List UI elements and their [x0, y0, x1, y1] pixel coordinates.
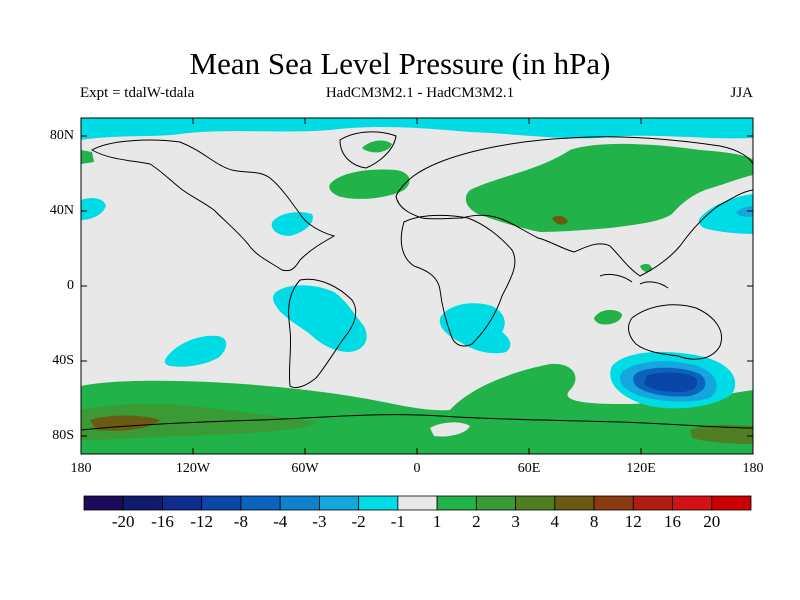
model-comparison-label: HadCM3M2.1 - HadCM3M2.1 — [325, 85, 515, 101]
colorbar-swatch — [711, 495, 752, 511]
eurasia-brown-patch — [552, 215, 568, 225]
lon-label-60e: 60E — [517, 461, 541, 476]
antarctic-neutral-patch — [430, 422, 470, 437]
colorbar-swatch — [632, 495, 673, 511]
coastline-greenland — [339, 131, 397, 169]
eurasia-positive-region — [465, 143, 753, 232]
colorbar-swatch — [358, 495, 399, 511]
colorbar-swatch — [475, 495, 516, 511]
coastline-south-america — [288, 278, 357, 389]
colorbar-swatch — [319, 495, 360, 511]
colorbar-label: 1 — [432, 512, 442, 531]
north-atlantic-positive-region — [329, 169, 410, 199]
colorbar-swatch — [515, 495, 556, 511]
season-label: JJA — [730, 85, 753, 101]
colorbar-label: 16 — [664, 512, 681, 531]
map-title: Mean Sea Level Pressure (in hPa) — [189, 46, 611, 81]
colorbar-swatch — [279, 495, 320, 511]
southern-ocean-brown-east — [690, 424, 753, 444]
lat-label-0: 0 — [67, 278, 74, 293]
southern-africa-negative-region — [439, 303, 511, 354]
colorbar-label: -12 — [190, 512, 214, 531]
lon-label-120e: 120E — [626, 461, 656, 476]
colorbar-swatch — [554, 495, 595, 511]
southern-ocean-brown-region — [90, 415, 160, 431]
colorbar-swatch — [122, 495, 163, 511]
lon-label-120w: 120W — [175, 461, 211, 476]
colorbar-swatch — [436, 495, 477, 511]
colorbar-swatch — [162, 495, 203, 511]
colorbar-label: -8 — [233, 512, 248, 531]
colorbar-label: 20 — [703, 512, 721, 531]
coastline-africa — [400, 214, 516, 347]
colorbar-label: 4 — [550, 512, 560, 531]
colorbar-label: -2 — [351, 512, 366, 531]
coastlines — [81, 131, 753, 431]
south-pacific-negative-region — [164, 335, 227, 367]
arctic-negative-region — [81, 118, 753, 140]
coastline-australia — [628, 304, 722, 360]
lon-label-0: 0 — [413, 461, 421, 476]
colorbar-label: -4 — [273, 512, 288, 531]
coastline-eurasia — [395, 136, 753, 277]
colorbar-swatch — [397, 495, 438, 511]
south-america-negative-region — [273, 285, 367, 352]
colorbar-label: 2 — [472, 512, 481, 531]
axis-ticks — [81, 118, 753, 454]
lon-label-180-east: 180 — [742, 461, 764, 476]
colorbar-label: 8 — [589, 512, 599, 531]
coastline-north-america — [90, 139, 336, 272]
colorbar-swatch — [83, 495, 124, 511]
colorbar — [83, 495, 752, 511]
lat-label-80s: 80S — [52, 428, 74, 443]
colorbar-swatch — [593, 495, 634, 511]
lon-label-180-west: 180 — [70, 461, 92, 476]
indian-ocean-positive-patch — [594, 309, 622, 325]
colorbar-label: -1 — [390, 512, 405, 531]
lat-label-40s: 40S — [52, 353, 74, 368]
coastline-indonesia — [599, 273, 669, 289]
map-field — [81, 118, 753, 454]
colorbar-label: -16 — [151, 512, 174, 531]
colorbar-label: -3 — [312, 512, 327, 531]
lat-label-80n: 80N — [49, 128, 74, 143]
colorbar-label: 3 — [511, 512, 520, 531]
north-pacific-east-negative-region — [698, 194, 753, 234]
north-pacific-west-negative-region — [81, 198, 106, 220]
lat-label-40n: 40N — [49, 203, 74, 218]
coastline-antarctica — [81, 414, 753, 431]
colorbar-swatch — [201, 495, 242, 511]
alaska-positive-patch — [81, 150, 94, 164]
south-australia-dark-blue — [644, 372, 698, 392]
colorbar-swatch — [240, 495, 281, 511]
colorbar-label: 12 — [624, 512, 642, 531]
greenland-positive-patch — [362, 140, 392, 153]
north-pacific-east-inner — [736, 206, 753, 217]
colorbar-swatch — [672, 495, 713, 511]
lon-label-60w: 60W — [291, 461, 319, 476]
west-pacific-positive-patch — [640, 263, 652, 273]
colorbar-label: -20 — [111, 512, 135, 531]
experiment-label: Expt = tdalW-tdala — [80, 85, 195, 101]
